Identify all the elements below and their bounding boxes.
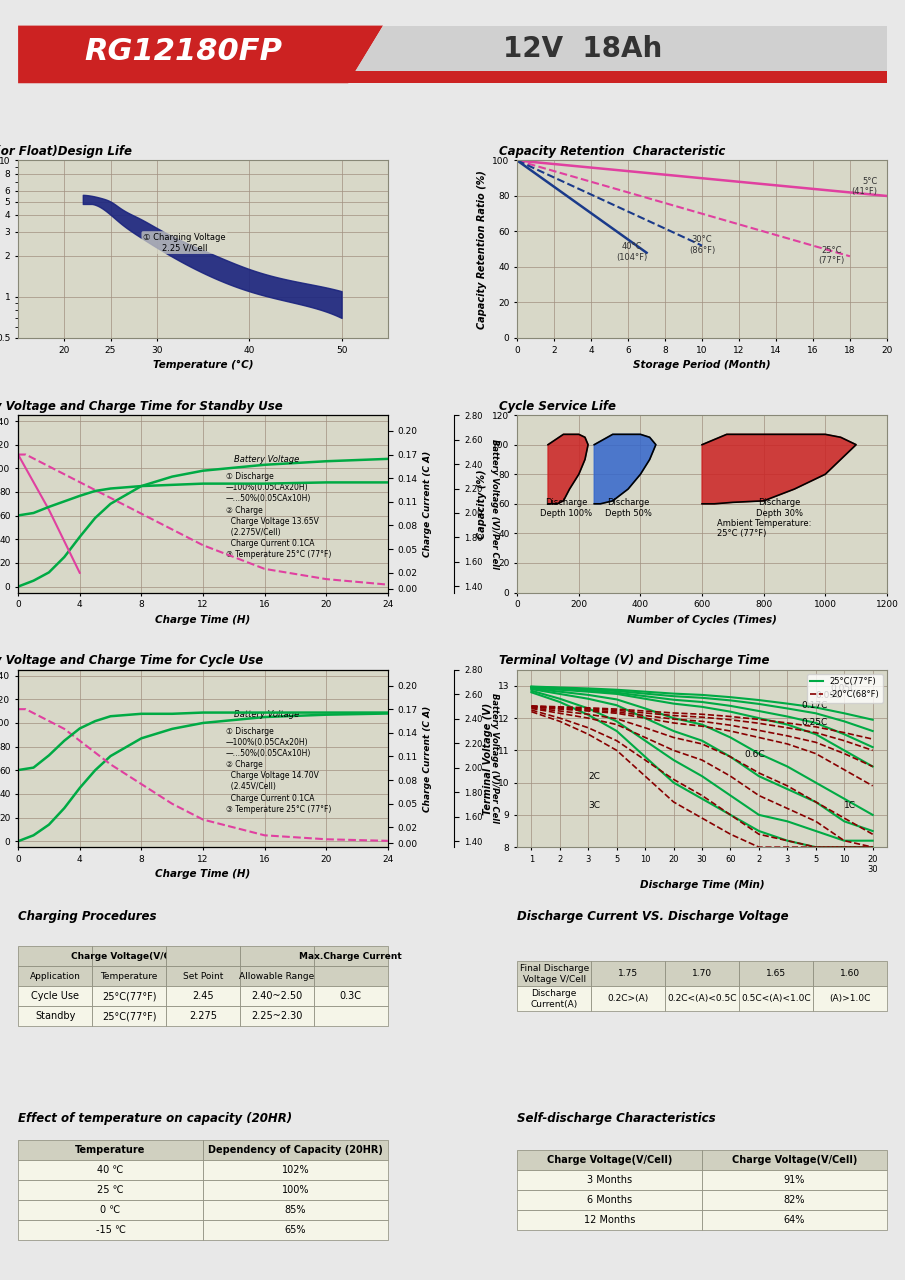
Polygon shape (595, 434, 656, 504)
Y-axis label: Capacity (%): Capacity (%) (477, 468, 487, 539)
Text: 0.09C: 0.09C (815, 691, 843, 700)
Text: 0.25C: 0.25C (802, 718, 828, 727)
Y-axis label: Battery Voltage (V)/Per Cell: Battery Voltage (V)/Per Cell (491, 439, 500, 568)
Text: Battery Voltage and Charge Time for Standby Use: Battery Voltage and Charge Time for Stan… (0, 399, 282, 412)
Text: Discharge
Depth 30%: Discharge Depth 30% (756, 498, 803, 517)
Y-axis label: Capacity Retention Ratio (%): Capacity Retention Ratio (%) (477, 170, 487, 329)
Polygon shape (548, 434, 588, 504)
Polygon shape (18, 26, 383, 83)
Text: ① Discharge
—100%(0.05CAx20H)
—…50%(0.05CAx10H)
② Charge
  Charge Voltage 13.65V: ① Discharge —100%(0.05CAx20H) —…50%(0.05… (226, 472, 331, 559)
X-axis label: Charge Time (H): Charge Time (H) (156, 614, 251, 625)
Text: 12V  18Ah: 12V 18Ah (503, 35, 662, 63)
Y-axis label: Battery Voltage (V)/Per Cell: Battery Voltage (V)/Per Cell (491, 694, 500, 823)
Text: Battery Voltage and Charge Time for Cycle Use: Battery Voltage and Charge Time for Cycl… (0, 654, 262, 667)
Y-axis label: Charge Current (C A): Charge Current (C A) (424, 451, 433, 557)
Polygon shape (348, 26, 887, 83)
Text: 3C: 3C (588, 801, 600, 810)
Text: 30°C
(86°F): 30°C (86°F) (689, 236, 715, 255)
Y-axis label: Charge Current (C A): Charge Current (C A) (424, 705, 433, 812)
Text: 2C: 2C (588, 772, 600, 781)
Text: Battery Voltage: Battery Voltage (233, 456, 299, 465)
X-axis label: Storage Period (Month): Storage Period (Month) (634, 360, 771, 370)
Y-axis label: Terminal Voltage (V): Terminal Voltage (V) (482, 703, 492, 814)
Text: Charging Procedures: Charging Procedures (18, 910, 157, 923)
Text: Terminal Voltage (V) and Discharge Time: Terminal Voltage (V) and Discharge Time (499, 654, 769, 667)
Text: Discharge
Depth 100%: Discharge Depth 100% (540, 498, 593, 517)
Text: Trickle(or Float)Design Life: Trickle(or Float)Design Life (0, 145, 131, 157)
Text: ① Charging Voltage
2.25 V/Cell: ① Charging Voltage 2.25 V/Cell (143, 233, 225, 252)
X-axis label: Charge Time (H): Charge Time (H) (156, 869, 251, 879)
Text: 1C: 1C (844, 801, 856, 810)
Text: Cycle Service Life: Cycle Service Life (499, 399, 615, 412)
Polygon shape (348, 70, 887, 83)
Text: Capacity Retention  Characteristic: Capacity Retention Characteristic (499, 145, 725, 157)
X-axis label: Discharge Time (Min): Discharge Time (Min) (640, 879, 765, 890)
Text: Discharge
Depth 50%: Discharge Depth 50% (605, 498, 652, 517)
Text: Self-discharge Characteristics: Self-discharge Characteristics (517, 1111, 716, 1125)
Legend: 25°C(77°F), -20°C(68°F): 25°C(77°F), -20°C(68°F) (807, 673, 882, 703)
Text: 5°C
(41°F): 5°C (41°F) (852, 177, 878, 196)
Text: 0.6C: 0.6C (745, 750, 766, 759)
Text: Discharge Current VS. Discharge Voltage: Discharge Current VS. Discharge Voltage (517, 910, 789, 923)
Text: Effect of temperature on capacity (20HR): Effect of temperature on capacity (20HR) (18, 1111, 292, 1125)
X-axis label: Number of Cycles (Times): Number of Cycles (Times) (627, 614, 777, 625)
X-axis label: Temperature (°C): Temperature (°C) (153, 360, 253, 370)
Text: Battery Voltage: Battery Voltage (233, 710, 299, 719)
Text: ① Discharge
—100%(0.05CAx20H)
—…50%(0.05CAx10H)
② Charge
  Charge Voltage 14.70V: ① Discharge —100%(0.05CAx20H) —…50%(0.05… (226, 727, 331, 814)
Polygon shape (702, 434, 856, 504)
Text: Ambient Temperature:
25°C (77°F): Ambient Temperature: 25°C (77°F) (718, 518, 812, 539)
Text: 40°C
(104°F): 40°C (104°F) (616, 242, 647, 262)
Text: 0.05C: 0.05C (830, 684, 856, 692)
Text: 25°C
(77°F): 25°C (77°F) (818, 246, 844, 265)
Text: 0.17C: 0.17C (802, 701, 828, 710)
Text: RG12180FP: RG12180FP (84, 37, 282, 67)
